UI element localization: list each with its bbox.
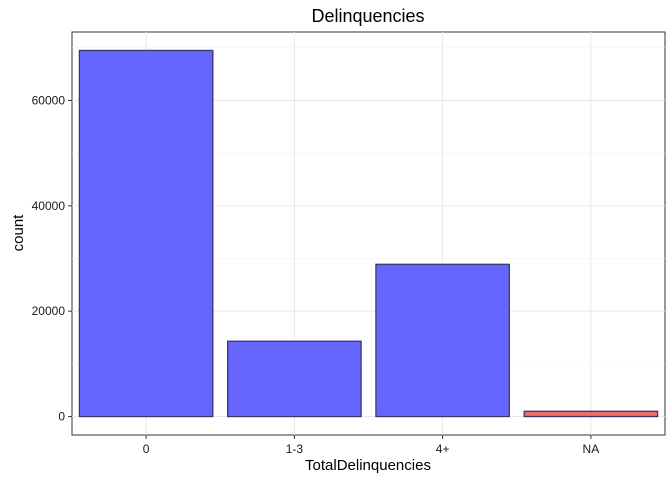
y-tick-label: 60000: [32, 93, 66, 107]
x-axis-ticks: 0 1-3 4+ NA: [143, 435, 599, 456]
bar-1-3: [227, 340, 362, 418]
bar-4-: [375, 263, 510, 418]
y-axis-title: count: [10, 214, 27, 252]
bars: [78, 49, 659, 418]
y-tick-label: 0: [58, 410, 65, 424]
x-tick-label: NA: [583, 442, 600, 456]
x-tick-label: 4+: [436, 442, 450, 456]
chart-title: Delinquencies: [311, 6, 424, 26]
x-tick-label: 0: [143, 442, 150, 456]
y-tick-label: 40000: [32, 199, 66, 213]
bar-0: [78, 49, 214, 418]
bar-na: [523, 410, 659, 418]
y-tick-label: 20000: [32, 304, 66, 318]
x-tick-label: 1-3: [286, 442, 304, 456]
y-axis-ticks: 0 20000 40000 60000: [32, 93, 72, 424]
x-axis-title: TotalDelinquencies: [305, 457, 431, 474]
